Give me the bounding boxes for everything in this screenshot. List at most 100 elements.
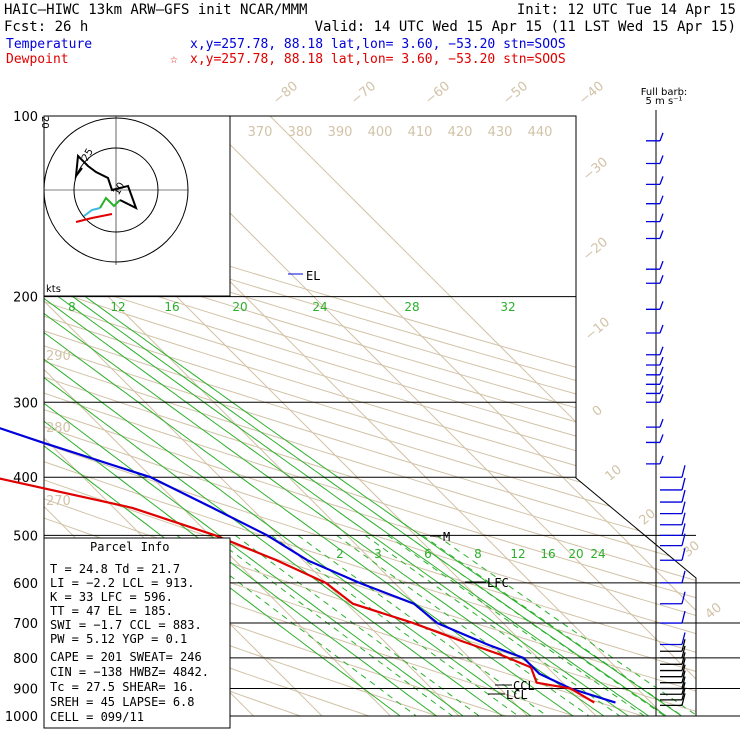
parcel-info-line: LI = −2.2 LCL = 913. (50, 576, 195, 590)
parcel-info-line: Tc = 27.5 SHEAR= 16. (50, 680, 195, 694)
pressure-label: 300 (13, 396, 38, 411)
parcel-info-line: TT = 47 EL = 185. (50, 604, 173, 618)
mixing-ratio-label: 12 (110, 300, 125, 314)
isotherm-label: −80 (270, 79, 301, 108)
theta-label: 380 (288, 125, 313, 140)
hodograph-units: kts (46, 284, 61, 295)
hodograph-ring-label: 20 (39, 116, 50, 129)
pressure-label: 700 (13, 617, 38, 632)
hodograph-upper-trace (74, 153, 138, 211)
wind-barb (660, 477, 686, 491)
pressure-label: 1000 (5, 710, 38, 725)
isotherm-label: −60 (422, 79, 453, 108)
wind-barb (660, 610, 686, 624)
header-init: Init: 12 UTC Tue 14 Apr 15 (517, 2, 736, 18)
dry-adiabat (44, 116, 370, 716)
wind-barb (660, 465, 686, 478)
mixing-ratio-label: 24 (590, 547, 605, 561)
isotherm-label: 40 (703, 600, 725, 622)
dry-adiabat (44, 116, 696, 716)
wind-barb (660, 664, 686, 678)
parcel-info-line: SWI = −1.7 CCL = 883. (50, 618, 202, 632)
wind-barb (660, 645, 686, 659)
theta-side-label: 290 (46, 349, 71, 364)
wind-barb (646, 132, 664, 142)
barb-legend-line2: 5 m s⁻¹ (646, 96, 683, 107)
wind-barb (646, 155, 664, 165)
saturated-adiabat (364, 534, 621, 716)
pressure-label: 900 (13, 683, 38, 698)
dry-adiabat (44, 116, 696, 716)
isotherm-label: −30 (580, 155, 611, 184)
dry-adiabat (44, 116, 696, 716)
wind-barb (646, 356, 664, 366)
wind-barb (660, 693, 686, 707)
wind-barb (660, 652, 686, 665)
parcel-info-line: K = 33 LFC = 596. (50, 590, 173, 604)
barb-legend-line1: Full barb: (641, 87, 688, 98)
isotherm-label: −40 (576, 79, 607, 108)
hodograph: 20 25 10 kts (39, 115, 231, 297)
parcel-info-line: SREH = 45 LAPSE= 6.8 (50, 695, 195, 709)
isotherm (269, 116, 696, 716)
wind-barb (660, 523, 686, 537)
dry-adiabat (44, 116, 696, 716)
mixing-ratio-label: 32 (500, 300, 515, 314)
saturated-adiabat (210, 535, 453, 716)
isotherm-label: 0 (590, 403, 606, 420)
header-title: HAIC–HIWC 13km ARW–GFS init NCAR/MMM (4, 2, 307, 18)
isotherm (201, 116, 696, 716)
isotherm-label: −20 (580, 235, 611, 264)
hodograph-middle-trace (99, 196, 121, 209)
mixing-ratio-label: 24 (312, 300, 327, 314)
isotherm (132, 116, 696, 716)
dry-adiabat (44, 116, 696, 716)
hodograph-low-level-trace (75, 213, 113, 223)
dry-adiabat (44, 116, 696, 716)
wind-barb (646, 394, 664, 403)
pressure-label: 100 (13, 110, 38, 125)
theta-side-label: 280 (46, 421, 71, 436)
wind-barb (646, 301, 664, 310)
wind-barb (646, 195, 664, 205)
dry-adiabat (44, 116, 696, 716)
mixing-ratio-label: 3 (374, 547, 382, 561)
wind-barb (646, 324, 664, 334)
dewpoint-legend: Dewpoint (6, 52, 69, 67)
wind-barb (660, 682, 686, 695)
theta-label: 390 (328, 125, 353, 140)
pressure-label: 500 (13, 529, 38, 544)
dry-adiabat (44, 116, 696, 716)
parcel-info-line: CAPE = 201 SWEAT= 246 (50, 650, 202, 664)
saturated-adiabat (297, 534, 548, 716)
isotherm (44, 116, 391, 716)
lcl-marker: LCL (506, 688, 528, 702)
mixing-ratio-label: 28 (404, 300, 419, 314)
el-marker: EL (306, 269, 320, 283)
dry-adiabat (44, 116, 696, 716)
dry-adiabat (44, 116, 696, 716)
dry-adiabat (44, 116, 696, 716)
m-marker: M (443, 530, 450, 544)
dry-adiabat (44, 116, 696, 716)
saturated-adiabat (235, 534, 480, 716)
parcel-info-line: PW = 5.12 YGP = 0.1 (50, 632, 187, 646)
isotherm (44, 116, 460, 716)
ccl-marker: CCL (513, 679, 535, 693)
mixing-ratio-label: 8 (68, 300, 76, 314)
mixing-ratio-label: 16 (164, 300, 179, 314)
isotherm-label: 30 (681, 538, 703, 560)
isotherm-label: −50 (500, 79, 531, 108)
header-valid: Valid: 14 UTC Wed 15 Apr 15 (11 LST Wed … (315, 19, 736, 35)
mixing-ratio-label: 20 (568, 547, 583, 561)
mixing-ratio-label: 8 (474, 547, 482, 561)
wind-barb (660, 501, 686, 515)
theta-label: 420 (448, 125, 473, 140)
mixing-ratio-label: 2 (336, 547, 344, 561)
parcel-info-title: Parcel Info (90, 540, 169, 554)
wind-barb (660, 632, 686, 646)
isotherm-label: 10 (603, 462, 625, 484)
theta-label: 430 (488, 125, 513, 140)
dewpoint-marker-icon: ☆ (170, 52, 178, 67)
dry-adiabat (44, 116, 696, 716)
